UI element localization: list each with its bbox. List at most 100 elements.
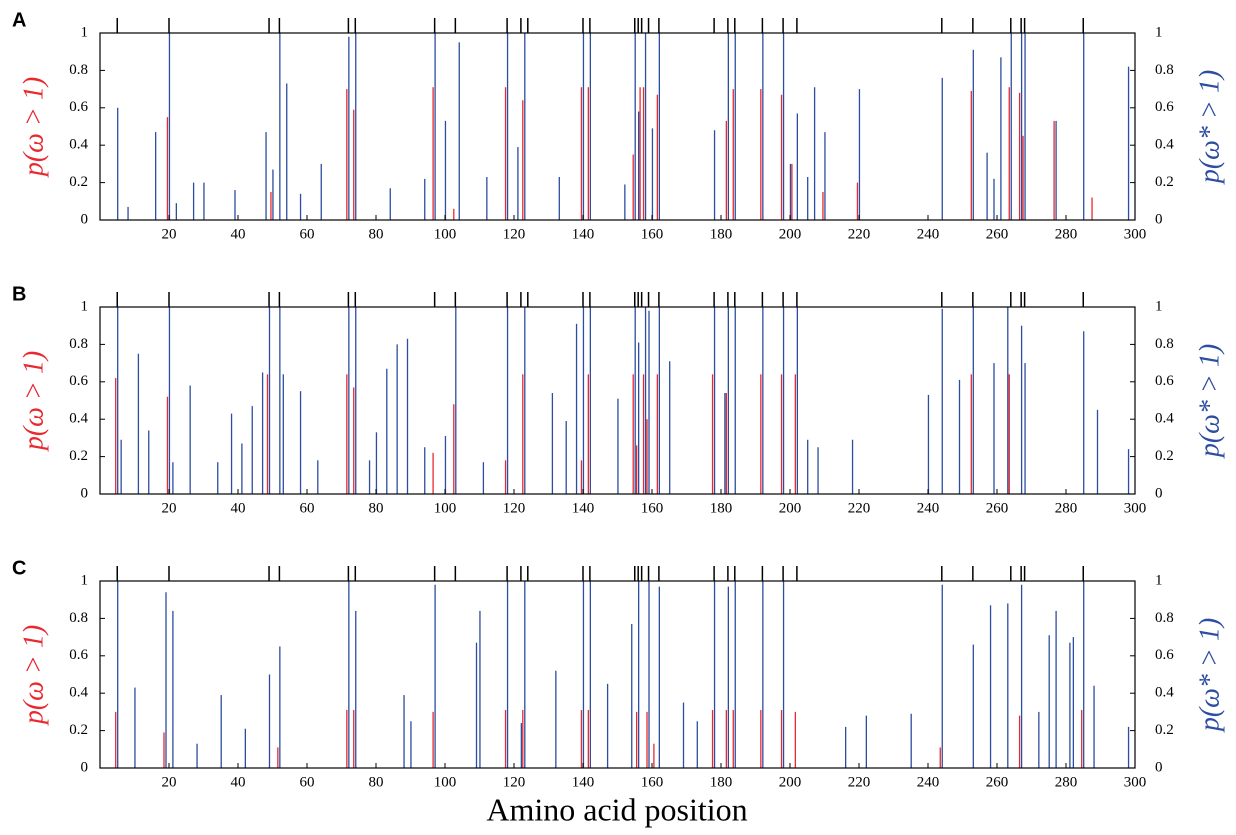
x-tick-label: 140: [572, 774, 595, 790]
x-tick-label: 260: [986, 774, 1009, 790]
bar: [1091, 197, 1093, 220]
bar: [506, 581, 509, 768]
x-tick-label: 180: [710, 774, 733, 790]
y2-tick-label: 0.8: [1155, 62, 1174, 78]
y-axis-label: p(ω > 1): [18, 77, 49, 178]
bar: [658, 33, 660, 220]
bar: [617, 398, 619, 494]
bar: [475, 642, 478, 768]
x-tick-label: 260: [986, 500, 1009, 516]
panel: C20 40 60 80 100 120 140 160 180 200 220 240 260 280 3…: [12, 557, 1225, 827]
bar: [638, 342, 640, 494]
bar: [575, 323, 578, 494]
bar: [1048, 635, 1050, 768]
x-tick-label: 20: [162, 774, 177, 790]
bar: [582, 33, 585, 220]
bar: [453, 404, 455, 494]
bar: [220, 695, 222, 768]
x-tick-label: 120: [503, 774, 526, 790]
x-tick-label: 160: [641, 774, 664, 790]
plot-frame: [99, 306, 1136, 495]
bar: [780, 710, 783, 768]
x-tick-label: 20: [162, 500, 177, 516]
bar: [824, 132, 826, 220]
bar: [653, 743, 655, 768]
bar: [941, 584, 943, 768]
bar: [524, 581, 526, 768]
bar: [807, 176, 809, 220]
bar: [989, 605, 992, 768]
x-tick-label: 100: [434, 226, 457, 242]
bar: [587, 374, 589, 494]
x-tick-label: 60: [300, 774, 315, 790]
bar: [348, 581, 350, 768]
x-tick-label: 120: [503, 226, 526, 242]
x-tick-label: 180: [710, 500, 733, 516]
bar: [434, 584, 436, 768]
x-tick-label: 140: [572, 500, 595, 516]
bar: [1096, 409, 1099, 494]
y-tick-label: 1: [81, 572, 89, 588]
bar: [1038, 711, 1040, 768]
y-tick-label: 0: [81, 211, 89, 227]
bar: [851, 439, 854, 494]
bar: [725, 393, 727, 494]
bar: [1055, 610, 1057, 768]
bar: [734, 33, 736, 220]
bar: [1093, 685, 1095, 768]
x-tick-label: 240: [917, 774, 940, 790]
bar: [631, 624, 633, 768]
x-tick-label: 240: [917, 226, 940, 242]
bar: [115, 711, 117, 768]
bar: [993, 363, 995, 494]
bar: [1007, 307, 1009, 494]
bar: [727, 33, 729, 220]
y2-tick-label: 0.2: [1155, 448, 1174, 464]
bar: [234, 190, 236, 220]
bar: [865, 715, 867, 768]
y-tick-label: 0.4: [69, 137, 88, 153]
y2-tick-label: 0.2: [1155, 722, 1174, 738]
bar: [658, 307, 660, 494]
y-tick-label: 0.8: [69, 610, 88, 626]
bar: [168, 33, 171, 220]
bar: [780, 94, 783, 220]
bar: [115, 378, 117, 494]
bar: [796, 113, 798, 220]
bar: [458, 42, 460, 220]
y-tick-label: 0.2: [69, 174, 88, 190]
x-tick-label: 100: [434, 500, 457, 516]
y2-tick-label: 1: [1155, 298, 1163, 314]
bar: [117, 581, 119, 768]
panel: A20 40 60 80 100 120 140 160 180 200 220 240 260 280 3…: [12, 9, 1225, 242]
y2-tick-label: 0.6: [1155, 373, 1174, 389]
y2-tick-label: 0.4: [1155, 137, 1174, 153]
bar: [582, 581, 585, 768]
bar: [794, 711, 796, 768]
bar: [644, 33, 647, 220]
bar: [589, 307, 591, 494]
bar: [762, 307, 764, 494]
bar: [299, 391, 302, 494]
bar: [353, 710, 355, 768]
y2-axis-label: p(ω* > 1): [1194, 618, 1225, 733]
bar: [970, 374, 972, 494]
bar: [1010, 33, 1012, 220]
bar: [782, 581, 785, 768]
bar: [346, 374, 348, 494]
bar: [1007, 603, 1009, 768]
x-tick-label: 60: [300, 226, 315, 242]
bar: [856, 182, 859, 220]
y-tick-label: 0.6: [69, 373, 88, 389]
x-tick-label: 40: [231, 774, 246, 790]
bar: [1020, 325, 1023, 494]
bar: [658, 586, 660, 768]
y-tick-label: 0: [81, 759, 89, 775]
bar: [642, 87, 645, 220]
bar: [565, 421, 567, 494]
bar: [1127, 66, 1130, 220]
bar: [117, 107, 119, 220]
bar: [1020, 584, 1023, 768]
bar: [386, 368, 388, 494]
bar: [1072, 637, 1074, 768]
